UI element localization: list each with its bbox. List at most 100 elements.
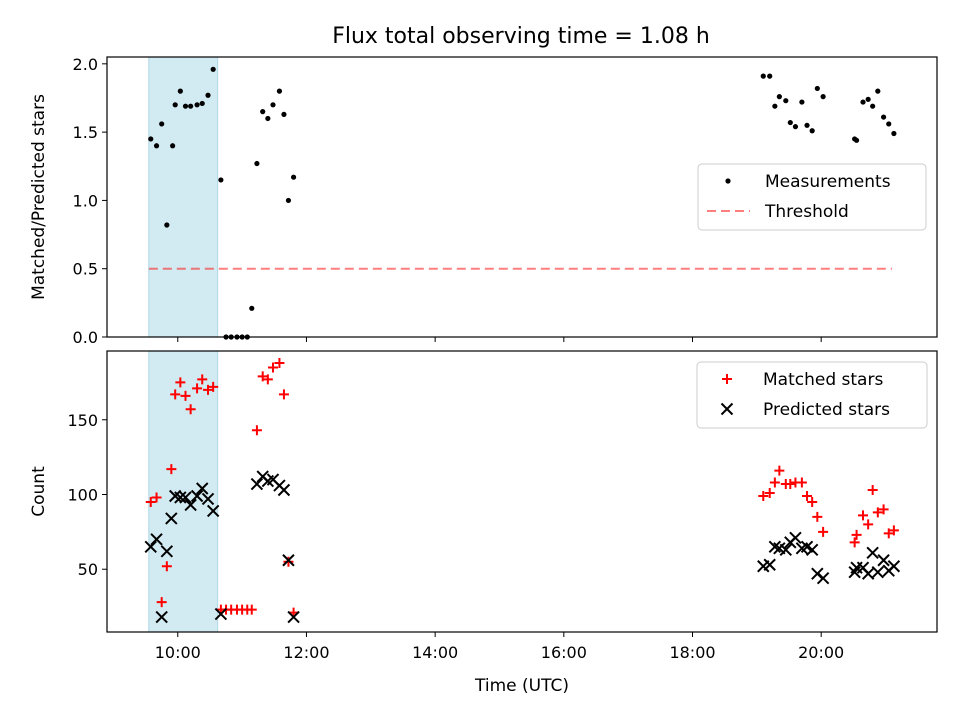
xtick-label: 10:00 xyxy=(155,643,201,662)
measurement-point xyxy=(164,222,170,228)
measurement-point xyxy=(218,177,224,183)
predicted-star-point xyxy=(763,558,776,571)
matched-star-point xyxy=(812,511,823,522)
predicted-star-point xyxy=(190,489,204,503)
measurement-point xyxy=(249,305,255,311)
matched-star-point xyxy=(151,492,162,503)
measurement-point xyxy=(865,96,871,102)
matched-star-point xyxy=(185,404,196,415)
predicted-star-point xyxy=(861,567,875,580)
measurement-point xyxy=(767,73,773,79)
matched-star-point xyxy=(883,528,894,539)
matched-star-point xyxy=(769,477,780,488)
measurement-point xyxy=(285,197,292,204)
measurement-point xyxy=(804,122,810,128)
matched-star-point xyxy=(257,371,268,382)
matched-star-point xyxy=(807,496,818,507)
flux-ratio-panel: 0.0 0.5 1.0 1.5 2.0 Matched/Predicted stars Me… xyxy=(29,55,938,347)
matched-star-point xyxy=(802,490,813,501)
legend-predicted-marker xyxy=(720,402,734,416)
measurement-point xyxy=(820,94,826,100)
legend-matched-label: Matched stars xyxy=(763,370,883,390)
matched-star-point xyxy=(246,604,257,615)
measurement-point xyxy=(875,88,881,94)
predicted-star-point xyxy=(184,498,197,512)
bottom-ytick-label: 100 xyxy=(67,485,98,504)
legend-matched-marker xyxy=(722,374,732,384)
measurement-point xyxy=(787,119,793,126)
predicted-star-point xyxy=(805,543,819,557)
measurement-point xyxy=(886,121,892,127)
predicted-star-point xyxy=(214,607,228,621)
measurement-point xyxy=(177,88,183,94)
matched-star-point xyxy=(166,464,177,475)
bottom-legend: Matched stars Predicted stars xyxy=(696,361,928,429)
top-ytick-label: 0.0 xyxy=(73,328,98,347)
measurement-point xyxy=(891,130,897,137)
predicted-star-point xyxy=(160,545,174,558)
measurement-point xyxy=(199,100,205,107)
top-axes-frame xyxy=(106,56,938,338)
predicted-star-point xyxy=(201,492,215,506)
matched-star-point xyxy=(764,487,775,498)
legend-predicted-label: Predicted stars xyxy=(763,400,890,420)
measurement-point xyxy=(153,143,160,149)
predicted-star-point xyxy=(179,491,192,504)
measurement-point xyxy=(270,102,276,108)
predicted-star-point xyxy=(287,610,300,624)
predicted-star-point xyxy=(206,504,220,518)
measurement-point xyxy=(265,115,271,122)
matched-star-point xyxy=(156,597,167,608)
measurement-point xyxy=(772,103,778,109)
measurement-point xyxy=(776,94,782,100)
measurement-point xyxy=(880,114,887,120)
matched-star-point xyxy=(774,465,785,476)
top-ytick-label: 0.5 xyxy=(73,260,98,279)
matched-star-point xyxy=(145,496,156,507)
predicted-star-point xyxy=(282,554,295,567)
measurement-point xyxy=(814,85,820,92)
top-ytick-label: 2.0 xyxy=(73,55,98,74)
predicted-star-point xyxy=(144,540,157,554)
matched-star-point xyxy=(251,425,262,436)
predicted-star-point xyxy=(150,533,163,546)
matched-star-point xyxy=(203,384,214,395)
measurement-point xyxy=(860,99,866,105)
predicted-star-point xyxy=(155,610,168,624)
xtick-label: 18:00 xyxy=(669,643,715,662)
measurement-point xyxy=(783,98,789,104)
predicted-star-point xyxy=(877,554,890,567)
measurement-point xyxy=(159,121,165,127)
xtick-label: 16:00 xyxy=(541,643,587,662)
measurement-point xyxy=(290,174,297,180)
measurement-point xyxy=(281,111,287,117)
measurement-point xyxy=(182,103,189,109)
matched-star-point xyxy=(161,561,172,572)
matched-star-point xyxy=(197,374,208,385)
matched-star-point xyxy=(796,477,807,488)
measurement-point xyxy=(276,88,283,94)
bottom-axes-frame xyxy=(106,350,938,633)
matched-star-point xyxy=(851,529,862,540)
matched-star-point xyxy=(888,525,899,536)
xtick-label: 12:00 xyxy=(283,643,329,662)
predicted-star-point xyxy=(779,543,793,557)
measurement-point xyxy=(792,124,799,130)
measurement-point xyxy=(254,160,260,167)
bottom-ytick-label: 150 xyxy=(67,411,98,430)
xtick-label: 14:00 xyxy=(412,643,458,662)
predicted-star-point xyxy=(866,546,879,559)
measurement-point xyxy=(799,99,805,105)
matched-star-point xyxy=(192,383,203,394)
matched-star-point xyxy=(175,377,186,388)
top-ytick-label: 1.5 xyxy=(73,123,98,142)
xlabel: Time (UTC) xyxy=(474,676,569,696)
predicted-star-point xyxy=(277,483,291,497)
matched-star-point xyxy=(878,504,889,515)
matched-star-point xyxy=(208,381,219,392)
top-ylabel: Matched/Predicted stars xyxy=(29,94,49,300)
xtick-label: 20:00 xyxy=(798,643,844,662)
figure-title: Flux total observing time = 1.08 h xyxy=(332,24,710,49)
top-legend: Measurements Threshold xyxy=(697,163,927,231)
